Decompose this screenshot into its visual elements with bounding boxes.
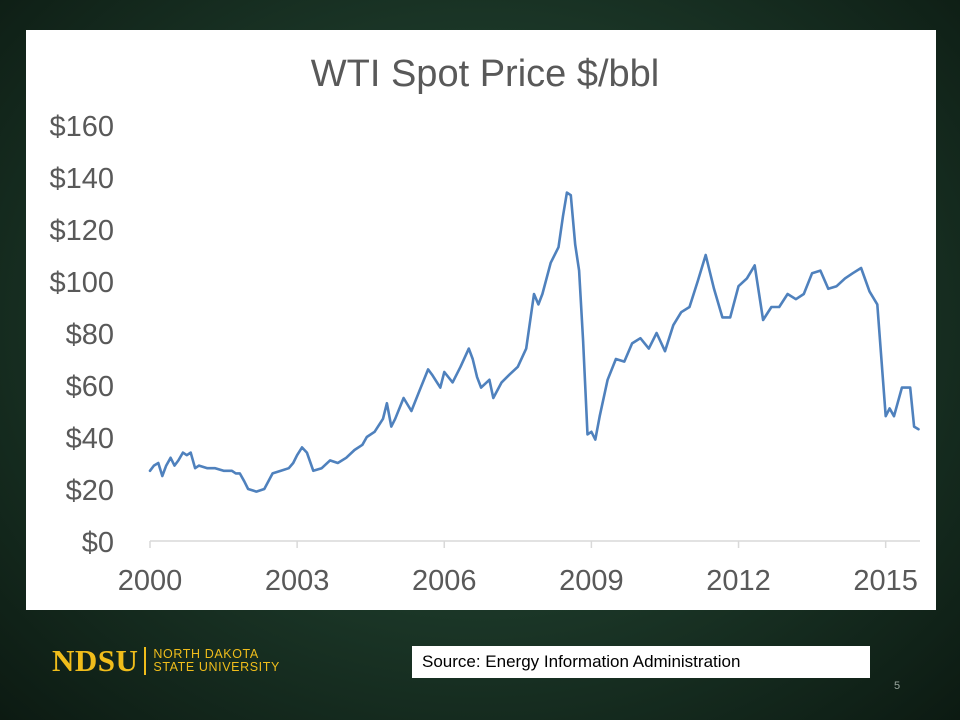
- series-line: [148, 191, 920, 493]
- line-chart: WTI Spot Price $/bbl $0$20$40$60$80$100$…: [49, 53, 920, 597]
- x-tick-labels: 2000 2003 2006 2009 2012 2015: [118, 565, 918, 597]
- x-tick-label: 2015: [853, 565, 918, 597]
- x-tick-label: 2000: [118, 565, 183, 597]
- y-tick-label: $20: [66, 475, 114, 507]
- chart-title: WTI Spot Price $/bbl: [311, 53, 659, 95]
- ndsu-logo: NDSU NORTH DAKOTA STATE UNIVERSITY: [52, 643, 280, 678]
- logo-mark: NDSU: [52, 643, 139, 678]
- logo-divider: [144, 647, 147, 675]
- logo-line-2: STATE UNIVERSITY: [153, 660, 280, 674]
- y-tick-label: $100: [49, 267, 114, 299]
- chart-panel: WTI Spot Price $/bbl $0 $20 $40 $60 $80 $100 $…: [26, 30, 936, 610]
- source-note: Source: Energy Information Administratio…: [412, 646, 870, 678]
- x-tick-label: 2003: [265, 565, 330, 597]
- slide-number: 5: [894, 680, 901, 692]
- x-tick-label: 2009: [559, 565, 624, 597]
- y-tick-label: $140: [49, 163, 114, 195]
- logo-wordmark: NORTH DAKOTA STATE UNIVERSITY: [153, 648, 280, 674]
- y-tick-label: $120: [49, 215, 114, 247]
- y-tick-label: $60: [66, 371, 114, 403]
- y-tick-label: $40: [66, 423, 114, 455]
- y-tick-labels: $0 $20 $40 $60 $80 $100 $120 $140 $160: [49, 111, 114, 559]
- x-axis: [149, 540, 920, 548]
- logo-line-1: NORTH DAKOTA: [153, 647, 259, 661]
- y-tick-label: $0: [82, 527, 114, 559]
- y-tick-label: $160: [49, 111, 114, 143]
- x-tick-label: 2012: [706, 565, 771, 597]
- y-tick-label: $80: [66, 319, 114, 351]
- series-group: [148, 191, 920, 493]
- x-tick-label: 2006: [412, 565, 477, 597]
